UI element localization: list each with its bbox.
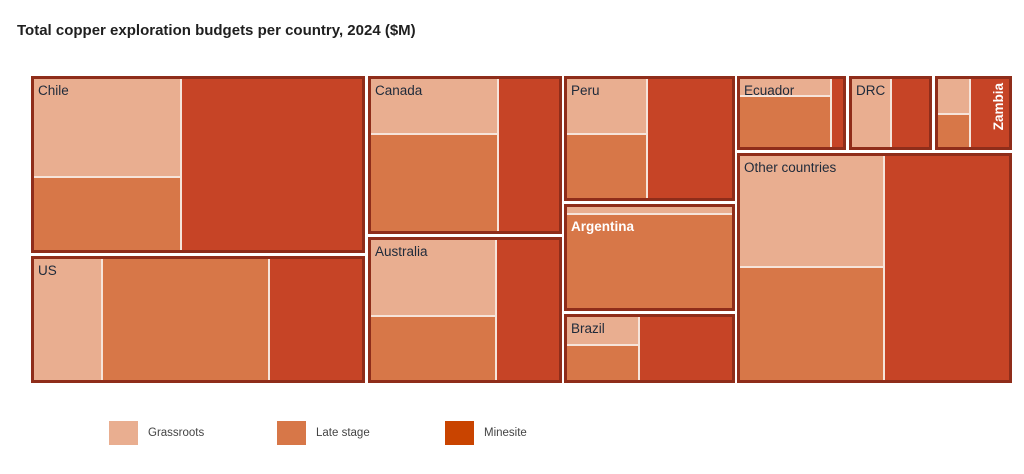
segment-peru-minesite[interactable] xyxy=(648,79,732,198)
segment-argentina-grassroots[interactable] xyxy=(567,207,732,215)
legend-label-late-stage: Late stage xyxy=(316,427,370,439)
tile-canada[interactable]: Canada xyxy=(368,76,562,234)
segment-drc-minesite[interactable] xyxy=(892,79,929,147)
segment-us-late-stage[interactable] xyxy=(103,259,270,380)
segment-zambia-grassroots[interactable] xyxy=(938,79,971,115)
segment-other-countries-minesite[interactable] xyxy=(885,156,1009,380)
tile-label-drc: DRC xyxy=(856,83,886,98)
tile-label-ecuador: Ecuador xyxy=(744,83,795,98)
segment-peru-late-stage[interactable] xyxy=(567,135,648,198)
segment-ecuador-minesite[interactable] xyxy=(832,79,843,147)
segment-brazil-late-stage[interactable] xyxy=(567,346,640,380)
segment-argentina-late-stage[interactable] xyxy=(567,215,732,308)
legend-swatch-minesite xyxy=(445,421,474,445)
tile-drc[interactable]: DRC xyxy=(849,76,932,150)
segment-peru-grassroots[interactable] xyxy=(567,79,648,135)
tile-peru[interactable]: Peru xyxy=(564,76,735,201)
segment-other-countries-late-stage[interactable] xyxy=(740,268,885,380)
tile-label-canada: Canada xyxy=(375,83,423,98)
tile-argentina[interactable]: Argentina xyxy=(564,204,735,311)
segment-canada-grassroots[interactable] xyxy=(371,79,499,135)
chart-title: Total copper exploration budgets per cou… xyxy=(17,22,416,39)
segment-us-grassroots[interactable] xyxy=(34,259,103,380)
tile-chile[interactable]: Chile xyxy=(31,76,365,253)
legend: Grassroots Late stage Minesite xyxy=(109,421,527,445)
legend-item-minesite: Minesite xyxy=(445,421,527,445)
legend-swatch-late-stage xyxy=(277,421,306,445)
segment-other-countries-grassroots[interactable] xyxy=(740,156,885,268)
tile-us[interactable]: US xyxy=(31,256,365,383)
segment-australia-minesite[interactable] xyxy=(497,240,559,380)
tile-label-other-countries: Other countries xyxy=(744,160,837,175)
legend-label-grassroots: Grassroots xyxy=(148,427,205,439)
tile-label-argentina: Argentina xyxy=(571,219,635,234)
legend-swatch-grassroots xyxy=(109,421,138,445)
segment-ecuador-grassroots[interactable] xyxy=(740,79,832,97)
segment-chile-late-stage[interactable] xyxy=(34,178,182,250)
tile-ecuador[interactable]: Ecuador xyxy=(737,76,846,150)
segment-australia-late-stage[interactable] xyxy=(371,317,497,380)
segment-chile-grassroots[interactable] xyxy=(34,79,182,178)
tile-label-peru: Peru xyxy=(571,83,600,98)
tile-label-us: US xyxy=(38,263,57,278)
segment-canada-minesite[interactable] xyxy=(499,79,559,231)
segment-brazil-minesite[interactable] xyxy=(640,317,732,380)
segment-us-minesite[interactable] xyxy=(270,259,362,380)
tile-label-brazil: Brazil xyxy=(571,321,605,336)
tile-label-chile: Chile xyxy=(38,83,69,98)
segment-brazil-grassroots[interactable] xyxy=(567,317,640,346)
tile-zambia[interactable]: Zambia xyxy=(935,76,1012,150)
legend-label-minesite: Minesite xyxy=(484,427,527,439)
tile-label-australia: Australia xyxy=(375,244,428,259)
tile-label-zambia: Zambia xyxy=(991,83,1006,131)
tile-brazil[interactable]: Brazil xyxy=(564,314,735,383)
legend-item-grassroots: Grassroots xyxy=(109,421,277,445)
legend-item-late-stage: Late stage xyxy=(277,421,445,445)
segment-canada-late-stage[interactable] xyxy=(371,135,499,231)
segment-australia-grassroots[interactable] xyxy=(371,240,497,317)
segment-zambia-late-stage[interactable] xyxy=(938,115,971,147)
segment-ecuador-late-stage[interactable] xyxy=(740,97,832,147)
tile-other-countries[interactable]: Other countries xyxy=(737,153,1012,383)
tile-australia[interactable]: Australia xyxy=(368,237,562,383)
segment-chile-minesite[interactable] xyxy=(182,79,362,250)
segment-drc-grassroots[interactable] xyxy=(852,79,892,147)
segment-zambia-minesite[interactable] xyxy=(971,79,1009,147)
treemap: Chile US Canada Australia Peru Argentina Brazi… xyxy=(31,76,1012,383)
